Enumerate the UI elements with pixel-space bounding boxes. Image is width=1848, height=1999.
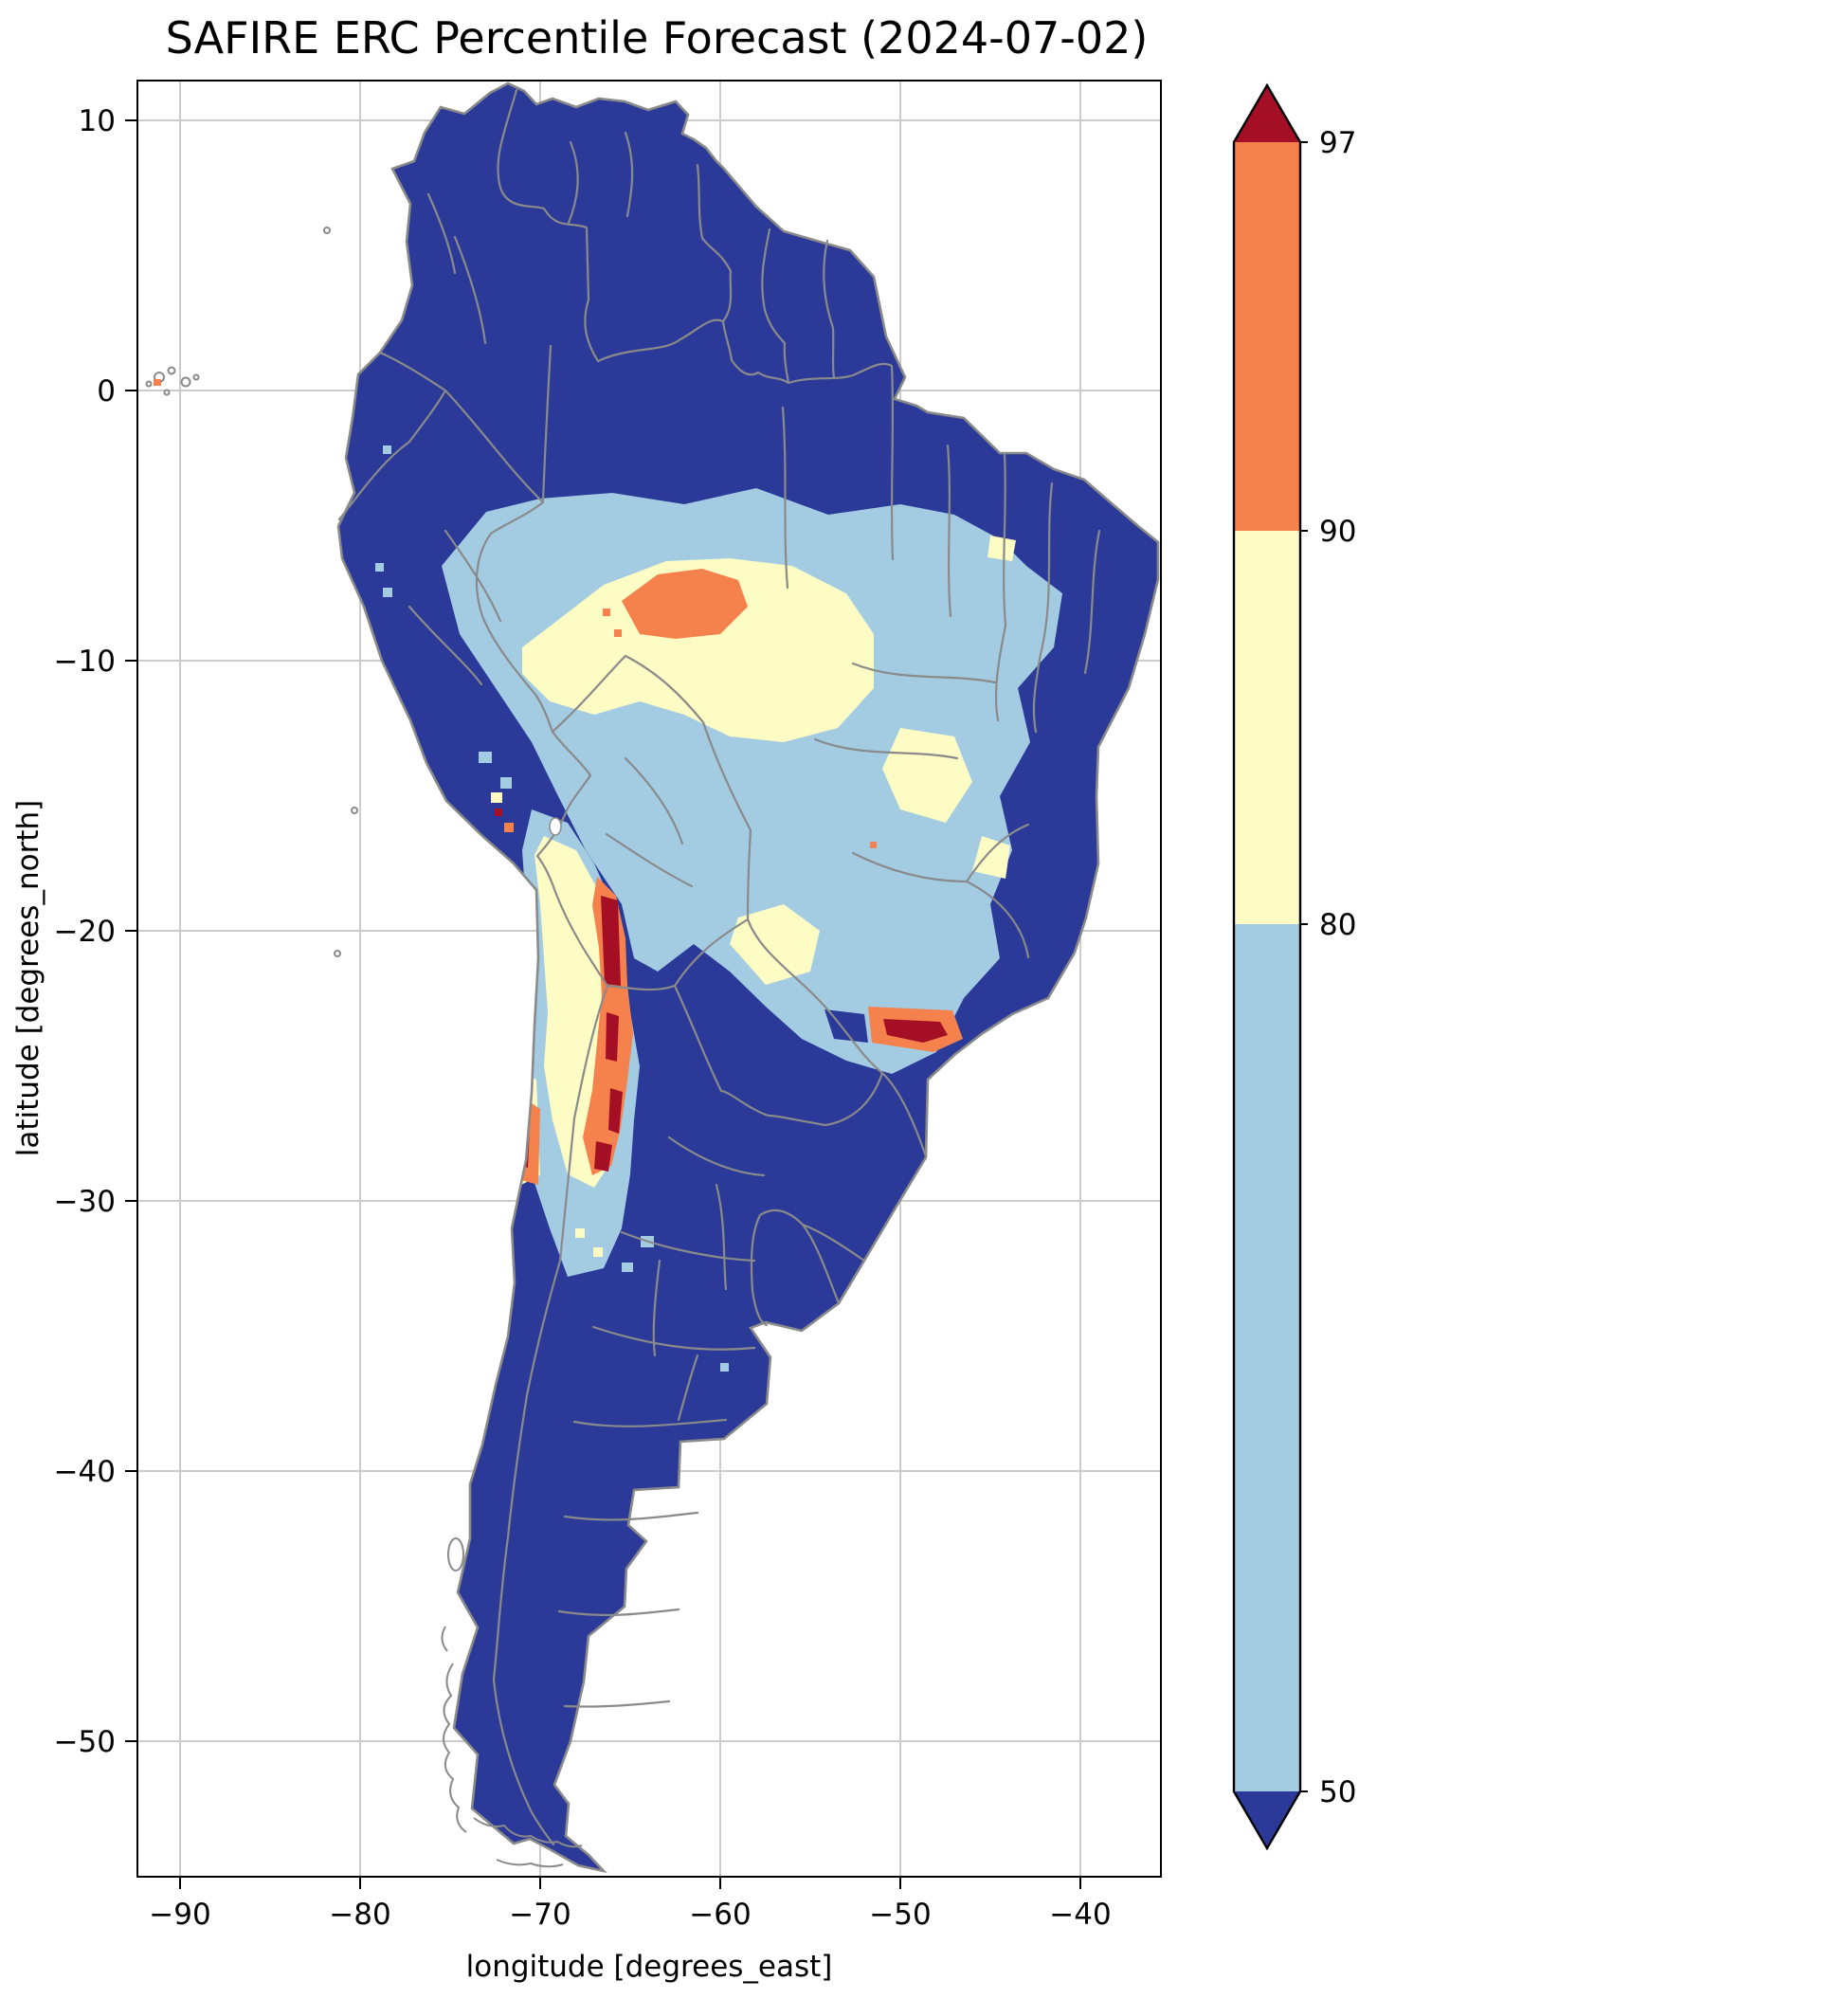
y-axis-label: latitude [degrees_north]: [11, 800, 45, 1156]
y-tick-label: −20: [54, 915, 116, 949]
band-90-97-amazon-blob: [622, 569, 748, 639]
x-tick-label: −80: [329, 1898, 390, 1932]
x-tick-label: −50: [869, 1898, 931, 1932]
x-axis-label: longitude [degrees_east]: [466, 1950, 833, 1984]
y-tick-labels: 10 0 −10 −20 −30 −40 −50: [54, 104, 116, 1759]
colorbar-label-97: 97: [1319, 126, 1356, 160]
y-tick-label: 0: [97, 374, 116, 409]
colorbar-band-90-97: [1234, 142, 1300, 531]
band-above-97-sao-paulo-core: [883, 1019, 948, 1043]
x-tick-label: −60: [689, 1898, 751, 1932]
colorbar-extend-below: [1234, 1791, 1300, 1848]
band-above-97-andes-core: [601, 896, 621, 986]
y-tick-label: −50: [54, 1725, 116, 1759]
band-80-90-amazon-arc: [522, 558, 874, 742]
colorbar-band-50-80: [1234, 924, 1300, 1791]
fjords-and-islands: [323, 227, 583, 1868]
figure-title: SAFIRE ERC Percentile Forecast (2024-07-…: [166, 12, 1149, 64]
y-tick-label: −30: [54, 1185, 116, 1219]
lake-titicaca: [549, 817, 562, 836]
x-tick-label: −90: [149, 1898, 210, 1932]
colorbar-label-90: 90: [1319, 515, 1356, 549]
y-tick-label: −10: [54, 645, 116, 679]
x-tick-label: −40: [1049, 1898, 1111, 1932]
colorbar-band-80-90: [1234, 531, 1300, 924]
galapagos-hotspot: [154, 379, 161, 386]
y-tick-label: −40: [54, 1455, 116, 1489]
colorbar-extend-above: [1234, 85, 1300, 142]
x-tick-label: −70: [509, 1898, 571, 1932]
colorbar-label-80: 80: [1319, 908, 1356, 942]
colorbar-label-50: 50: [1319, 1775, 1356, 1809]
colorbar: 97 90 80 50: [1232, 82, 1356, 1851]
galapagos-islands: [145, 366, 200, 396]
admin-boundaries: [337, 88, 1101, 1846]
x-tick-labels: −90 −80 −70 −60 −50 −40: [149, 1898, 1111, 1932]
y-tick-label: 10: [79, 104, 116, 138]
plot-frame: [136, 80, 1162, 1878]
tick-marks: [125, 119, 1081, 1889]
